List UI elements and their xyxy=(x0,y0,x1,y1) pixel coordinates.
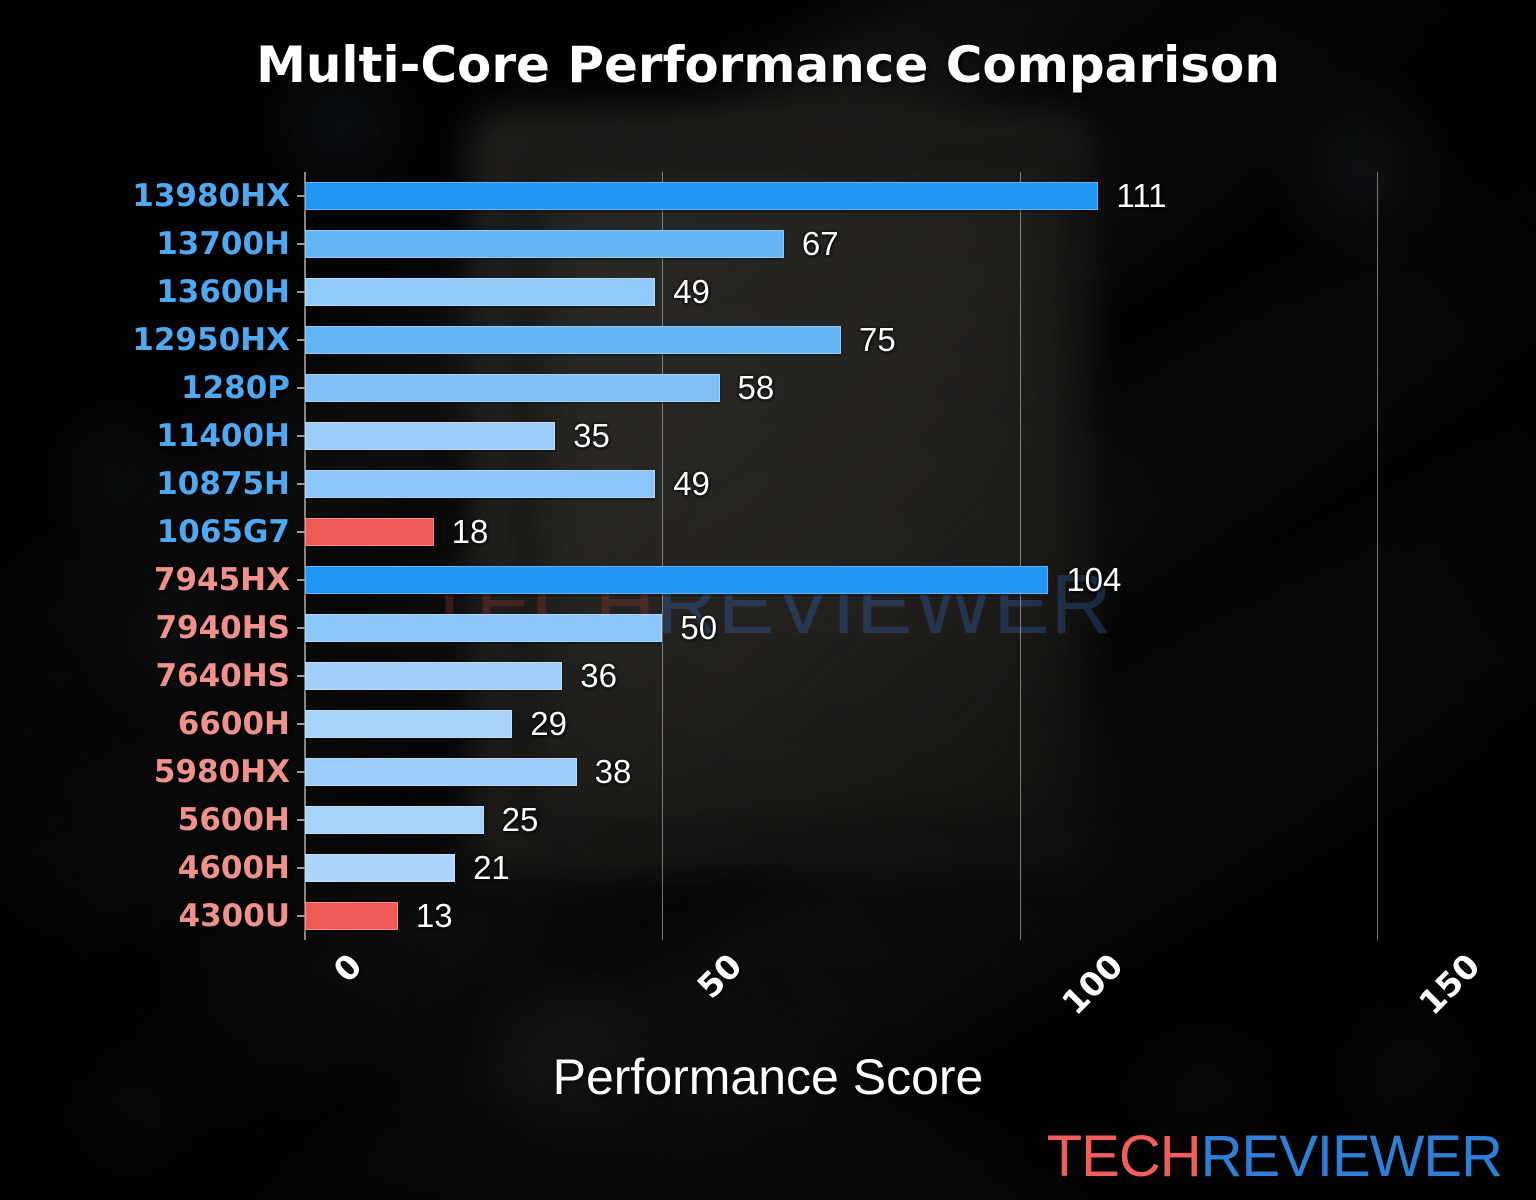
bar-1065G7[interactable] xyxy=(305,518,434,546)
bar-7940HS[interactable] xyxy=(305,614,663,642)
y-tickmark xyxy=(297,195,305,197)
y-tick-label-7945HX: 7945HX xyxy=(153,562,290,598)
y-tickmark xyxy=(297,723,305,725)
y-tickmark xyxy=(297,435,305,437)
bar-row[interactable]: 35 xyxy=(305,417,1470,454)
bar-value-1065G7: 18 xyxy=(451,513,489,550)
y-tickmark xyxy=(297,627,305,629)
brand-logo-reviewer: REVIEWER xyxy=(1200,1124,1503,1189)
bar-value-4600H: 21 xyxy=(473,849,510,886)
bar-value-13980HX: 111 xyxy=(1116,177,1167,214)
y-tick-label-10875H: 10875H xyxy=(156,466,290,502)
bar-value-7940HS: 50 xyxy=(680,609,718,646)
bar-row[interactable]: 25 xyxy=(305,801,1470,838)
bar-value-11400H: 35 xyxy=(573,417,610,454)
gridline-100 xyxy=(1019,172,1021,940)
y-tickmark xyxy=(297,915,305,917)
brand-logo-tech: TECH xyxy=(1046,1124,1202,1189)
y-tickmark xyxy=(297,483,305,485)
y-tick-label-7640HS: 7640HS xyxy=(155,658,290,694)
bar-row[interactable]: 29 xyxy=(305,705,1470,742)
x-tick-label-100: 100 xyxy=(1053,946,1131,1023)
y-tick-label-5980HX: 5980HX xyxy=(153,754,290,790)
bar-value-10875H: 49 xyxy=(673,465,710,502)
y-tick-label-13600H: 13600H xyxy=(156,274,290,310)
bar-row[interactable]: 13 xyxy=(305,897,1470,934)
bar-row[interactable]: 67 xyxy=(305,225,1470,262)
x-axis-label: Performance Score xyxy=(552,1049,984,1105)
y-tick-label-12950HX: 12950HX xyxy=(132,322,290,358)
y-tickmark xyxy=(297,243,305,245)
bar-row[interactable]: 104 xyxy=(305,561,1470,598)
bar-13980HX[interactable] xyxy=(305,182,1099,210)
bar-row[interactable]: 58 xyxy=(305,369,1470,406)
y-tick-label-6600H: 6600H xyxy=(177,706,290,742)
bar-value-12950HX: 75 xyxy=(859,321,896,358)
y-tickmark xyxy=(297,291,305,293)
y-tickmark xyxy=(297,531,305,533)
bar-value-6600H: 29 xyxy=(530,705,567,742)
bar-1280P[interactable] xyxy=(305,374,720,402)
bar-value-7945HX: 104 xyxy=(1066,561,1122,598)
y-tickmark xyxy=(297,819,305,821)
gridline-50 xyxy=(662,172,664,940)
bar-row[interactable]: 49 xyxy=(305,273,1470,310)
bar-row[interactable]: 21 xyxy=(305,849,1470,886)
bar-row[interactable]: 36 xyxy=(305,657,1470,694)
plot-area: 111 67 49 75 58 35 49 18 104 50 36 29 38 25 21 13 xyxy=(297,172,1470,940)
y-tick-label-11400H: 11400H xyxy=(156,418,290,454)
y-tick-label-13980HX: 13980HX xyxy=(132,178,290,214)
y-tickmark xyxy=(297,579,305,581)
y-tick-label-7940HS: 7940HS xyxy=(155,610,290,646)
bar-4600H[interactable] xyxy=(305,854,456,882)
bar-10875H[interactable] xyxy=(305,470,656,498)
bar-value-13700H: 67 xyxy=(801,225,839,262)
bar-13600H[interactable] xyxy=(305,278,656,306)
bar-row[interactable]: 49 xyxy=(305,465,1470,502)
bar-row[interactable]: 18 xyxy=(305,513,1470,550)
y-tick-label-13700H: 13700H xyxy=(156,226,290,262)
x-tick-label-0: 0 xyxy=(325,946,370,990)
bar-7640HS[interactable] xyxy=(305,662,563,690)
bar-row[interactable]: 75 xyxy=(305,321,1470,358)
y-tickmark xyxy=(297,339,305,341)
y-tick-label-5600H: 5600H xyxy=(177,802,290,838)
bar-value-1280P: 58 xyxy=(737,369,775,406)
y-tick-label-1280P: 1280P xyxy=(181,370,290,406)
bar-6600H[interactable] xyxy=(305,710,513,738)
bar-7945HX[interactable] xyxy=(305,566,1049,594)
y-tick-label-4600H: 4600H xyxy=(177,850,290,886)
bar-5600H[interactable] xyxy=(305,806,484,834)
bar-value-13600H: 49 xyxy=(673,273,710,310)
y-axis-spine xyxy=(304,172,306,940)
y-tickmark xyxy=(297,771,305,773)
bar-row[interactable]: 50 xyxy=(305,609,1470,646)
brand-logo: TECHREVIEWER xyxy=(1046,1123,1503,1190)
bar-row[interactable]: 111 xyxy=(305,177,1470,214)
bar-12950HX[interactable] xyxy=(305,326,842,354)
bar-4300U[interactable] xyxy=(305,902,398,930)
bar-13700H[interactable] xyxy=(305,230,784,258)
bar-value-5980HX: 38 xyxy=(594,753,632,790)
bar-value-4300U: 13 xyxy=(415,897,453,934)
bar-value-5600H: 25 xyxy=(501,801,539,838)
bar-row[interactable]: 38 xyxy=(305,753,1470,790)
y-tickmark xyxy=(297,387,305,389)
bar-11400H[interactable] xyxy=(305,422,556,450)
y-tickmark xyxy=(297,867,305,869)
chart-title: Multi-Core Performance Comparison xyxy=(256,36,1280,94)
y-tick-label-1065G7: 1065G7 xyxy=(156,514,290,550)
bar-value-7640HS: 36 xyxy=(580,657,618,694)
gridline-150 xyxy=(1377,172,1379,940)
x-tick-label-50: 50 xyxy=(689,946,750,1007)
y-tick-label-4300U: 4300U xyxy=(178,898,290,934)
x-tick-label-150: 150 xyxy=(1411,946,1488,1023)
bar-5980HX[interactable] xyxy=(305,758,577,786)
y-tickmark xyxy=(297,675,305,677)
